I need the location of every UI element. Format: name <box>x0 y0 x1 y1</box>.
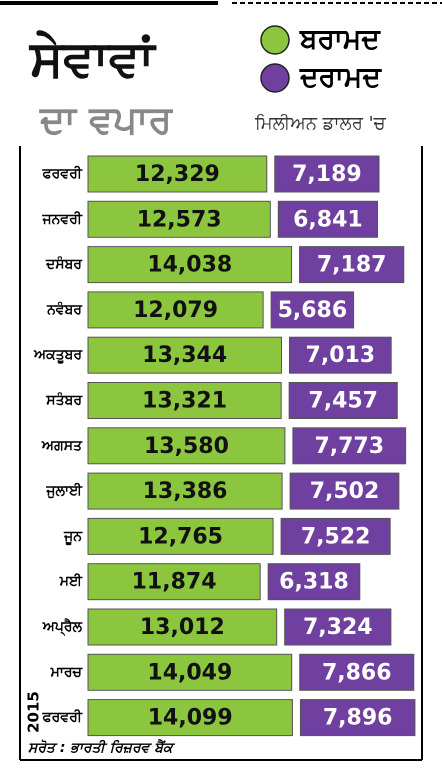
category-label: ਦਸੰਬਰ <box>45 255 83 273</box>
value-label: 6,318 <box>279 570 349 595</box>
bar <box>299 246 405 284</box>
bar <box>277 200 379 238</box>
value-label: 11,874 <box>132 570 217 595</box>
bar <box>87 291 264 329</box>
bar <box>280 517 391 555</box>
category-label: ਜੂਨ <box>63 528 83 545</box>
value-label: 14,038 <box>147 253 232 278</box>
bar <box>87 472 283 510</box>
value-label: 13,344 <box>142 343 227 368</box>
category-label: ਅਗਸਤ <box>41 438 83 454</box>
bar <box>87 427 286 465</box>
bar <box>87 155 268 193</box>
bar <box>87 608 278 646</box>
value-label: 7,896 <box>323 706 393 731</box>
bar <box>288 382 398 419</box>
value-label: 7,773 <box>314 434 384 459</box>
value-label: 7,457 <box>308 389 378 414</box>
value-label: 13,386 <box>143 479 228 504</box>
value-label: 12,329 <box>135 162 220 187</box>
legend-label: ਬਰਾਮਦ <box>299 22 381 55</box>
bar <box>87 382 282 419</box>
category-label: ਅਪ੍ਰੈਲ <box>42 617 83 636</box>
value-label: 14,099 <box>148 706 233 731</box>
chart-title: ਸੇਵਾਵਾਂ <box>28 30 157 88</box>
category-label: ਫਰਵਰੀ <box>42 165 83 182</box>
value-label: 13,012 <box>140 615 225 640</box>
value-label: 7,324 <box>303 615 373 640</box>
value-label: 12,079 <box>133 298 218 323</box>
bar <box>288 336 392 374</box>
category-label: ਸਤੰਬਰ <box>45 391 83 409</box>
bar <box>274 155 380 193</box>
bar <box>87 653 293 691</box>
category-label: ਜਨਵਰੀ <box>41 210 82 227</box>
source: ਸਰੋਤ : ਭਾਰਤੀ ਰਿਜ਼ਰਵ ਬੈਂਕ <box>28 739 176 756</box>
legend-swatch <box>260 63 290 93</box>
category-label: ਮਾਰਚ <box>50 664 84 680</box>
category-label: ਮਈ <box>59 573 83 590</box>
value-label: 13,321 <box>142 389 227 414</box>
value-label: 5,686 <box>278 298 348 323</box>
value-label: 7,502 <box>310 479 380 504</box>
value-label: 6,841 <box>293 207 363 232</box>
category-label: ਨਵੰਬਰ <box>46 300 83 318</box>
bar <box>267 563 361 601</box>
bar <box>87 336 282 374</box>
value-label: 12,765 <box>138 524 223 549</box>
bar <box>87 517 274 555</box>
category-label: ਜੁਲਾਈ <box>45 482 83 499</box>
category-label: ਫਰਵਰੀ <box>42 709 83 726</box>
chart-subtitle: ਦਾ ਵਪਾਰ <box>39 98 173 142</box>
value-label: 13,580 <box>144 434 229 459</box>
bar <box>270 291 355 329</box>
bar <box>87 200 271 238</box>
bar <box>299 653 415 691</box>
legend-swatch <box>260 25 290 55</box>
bar <box>87 246 293 284</box>
value-label: 7,522 <box>301 524 371 549</box>
value-label: 7,013 <box>306 343 376 368</box>
bar <box>87 563 261 601</box>
bar <box>87 699 293 737</box>
value-label: 14,049 <box>147 660 232 685</box>
value-label: 7,189 <box>292 162 362 187</box>
value-label: 7,866 <box>322 660 392 685</box>
value-label: 7,187 <box>317 253 387 278</box>
legend-label: ਦਰਾਮਦ <box>299 60 382 93</box>
category-label: ਅਕਤੂਬਰ <box>33 347 83 364</box>
bar <box>292 427 407 465</box>
bar <box>289 472 400 510</box>
unit-label: ਮਿਲੀਅਨ ਡਾਲਰ 'ਚ <box>254 113 387 134</box>
year-label: 2015 <box>25 691 43 733</box>
bar <box>299 699 416 737</box>
bar <box>284 608 392 646</box>
value-label: 12,573 <box>137 207 222 232</box>
